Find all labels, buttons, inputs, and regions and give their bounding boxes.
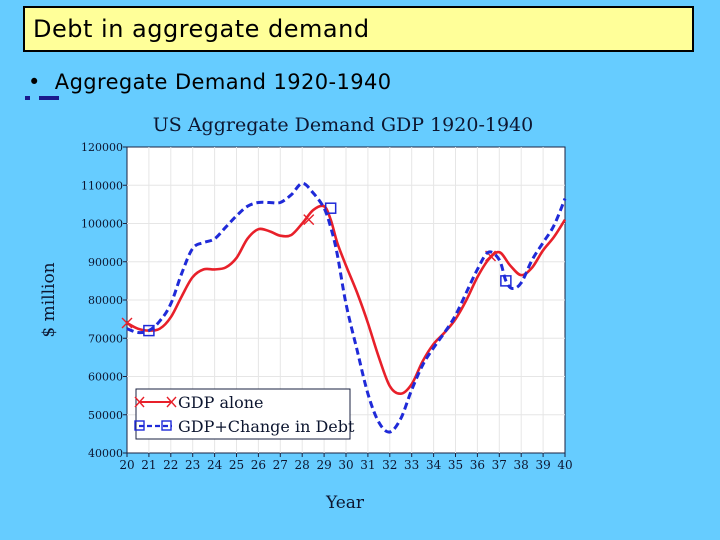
x-tick-label: 32 [382, 458, 397, 472]
x-tick-label: 34 [426, 458, 442, 472]
x-tick-label: 30 [338, 458, 353, 472]
legend-item-gdp-debt: GDP+Change in Debt [134, 417, 355, 436]
x-axis-label: Year [325, 493, 365, 513]
y-tick-label: 90000 [88, 256, 123, 269]
y-tick-label: 60000 [88, 371, 123, 384]
series-marker-x [121, 317, 133, 329]
x-tick-label: 28 [295, 458, 310, 472]
series-line-1 [126, 181, 567, 434]
y-tick-label: 110000 [81, 179, 123, 192]
x-tick-label: 25 [229, 458, 244, 472]
x-tick-label: 31 [360, 458, 375, 472]
y-tick-label: 50000 [88, 409, 123, 422]
legend-item-gdp-alone: GDP alone [134, 393, 264, 412]
x-tick-label: 37 [492, 458, 507, 472]
series-marker-x [303, 214, 315, 226]
x-tick-label: 24 [207, 458, 223, 472]
x-tick-label: 23 [185, 458, 200, 472]
x-tick-label: 20 [119, 458, 134, 472]
y-tick-label: 40000 [88, 447, 123, 460]
y-axis-ticks: 40000 50000 60000 70000 80000 90000 100000 1100… [81, 141, 127, 460]
y-tick-label: 70000 [88, 332, 123, 345]
x-axis-ticks: 20 21 22 23 24 25 26 27 28 29 30 31 32 33 34 35 36 37 38 39… [119, 453, 573, 472]
x-tick-label: 21 [141, 458, 156, 472]
bullet-text: Aggregate Demand 1920-1940 [54, 70, 392, 94]
legend: GDP alone GDP+Change in Debt [134, 388, 355, 440]
decorative-dashes [25, 96, 61, 102]
series-marker-square [324, 202, 337, 214]
x-tick-label: 27 [273, 458, 288, 472]
x-tick-label: 35 [448, 458, 463, 472]
series-marker-square [500, 275, 512, 287]
x-tick-label: 40 [557, 458, 572, 472]
x-tick-label: 33 [404, 458, 419, 472]
series-line-0 [126, 204, 567, 396]
x-tick-label: 38 [514, 458, 529, 472]
x-tick-label: 26 [251, 458, 266, 472]
legend-label-gdp-debt: GDP+Change in Debt [178, 417, 355, 436]
y-axis-label: $ million [39, 262, 59, 337]
bullet-item: • Aggregate Demand 1920-1940 [28, 70, 392, 94]
series-layer [121, 181, 567, 434]
x-tick-label: 22 [163, 458, 178, 472]
x-tick-label: 39 [535, 458, 550, 472]
legend-square-marker-icon [161, 420, 172, 431]
x-tick-label: 29 [316, 458, 331, 472]
series-marker-square [143, 324, 155, 337]
y-tick-label: 80000 [88, 294, 123, 307]
slide-title: Debt in aggregate demand [33, 15, 370, 43]
slide-title-box: Debt in aggregate demand [23, 6, 694, 52]
legend-square-marker-icon [134, 420, 145, 431]
x-tick-label: 36 [470, 458, 485, 472]
chart-title: US Aggregate Demand GDP 1920-1940 [153, 114, 533, 136]
bullet-dot-icon: • [28, 70, 41, 94]
y-tick-label: 120000 [81, 141, 123, 154]
legend-x-marker-icon [134, 396, 177, 408]
legend-label-gdp-alone: GDP alone [178, 393, 264, 412]
y-tick-label: 100000 [81, 218, 123, 231]
